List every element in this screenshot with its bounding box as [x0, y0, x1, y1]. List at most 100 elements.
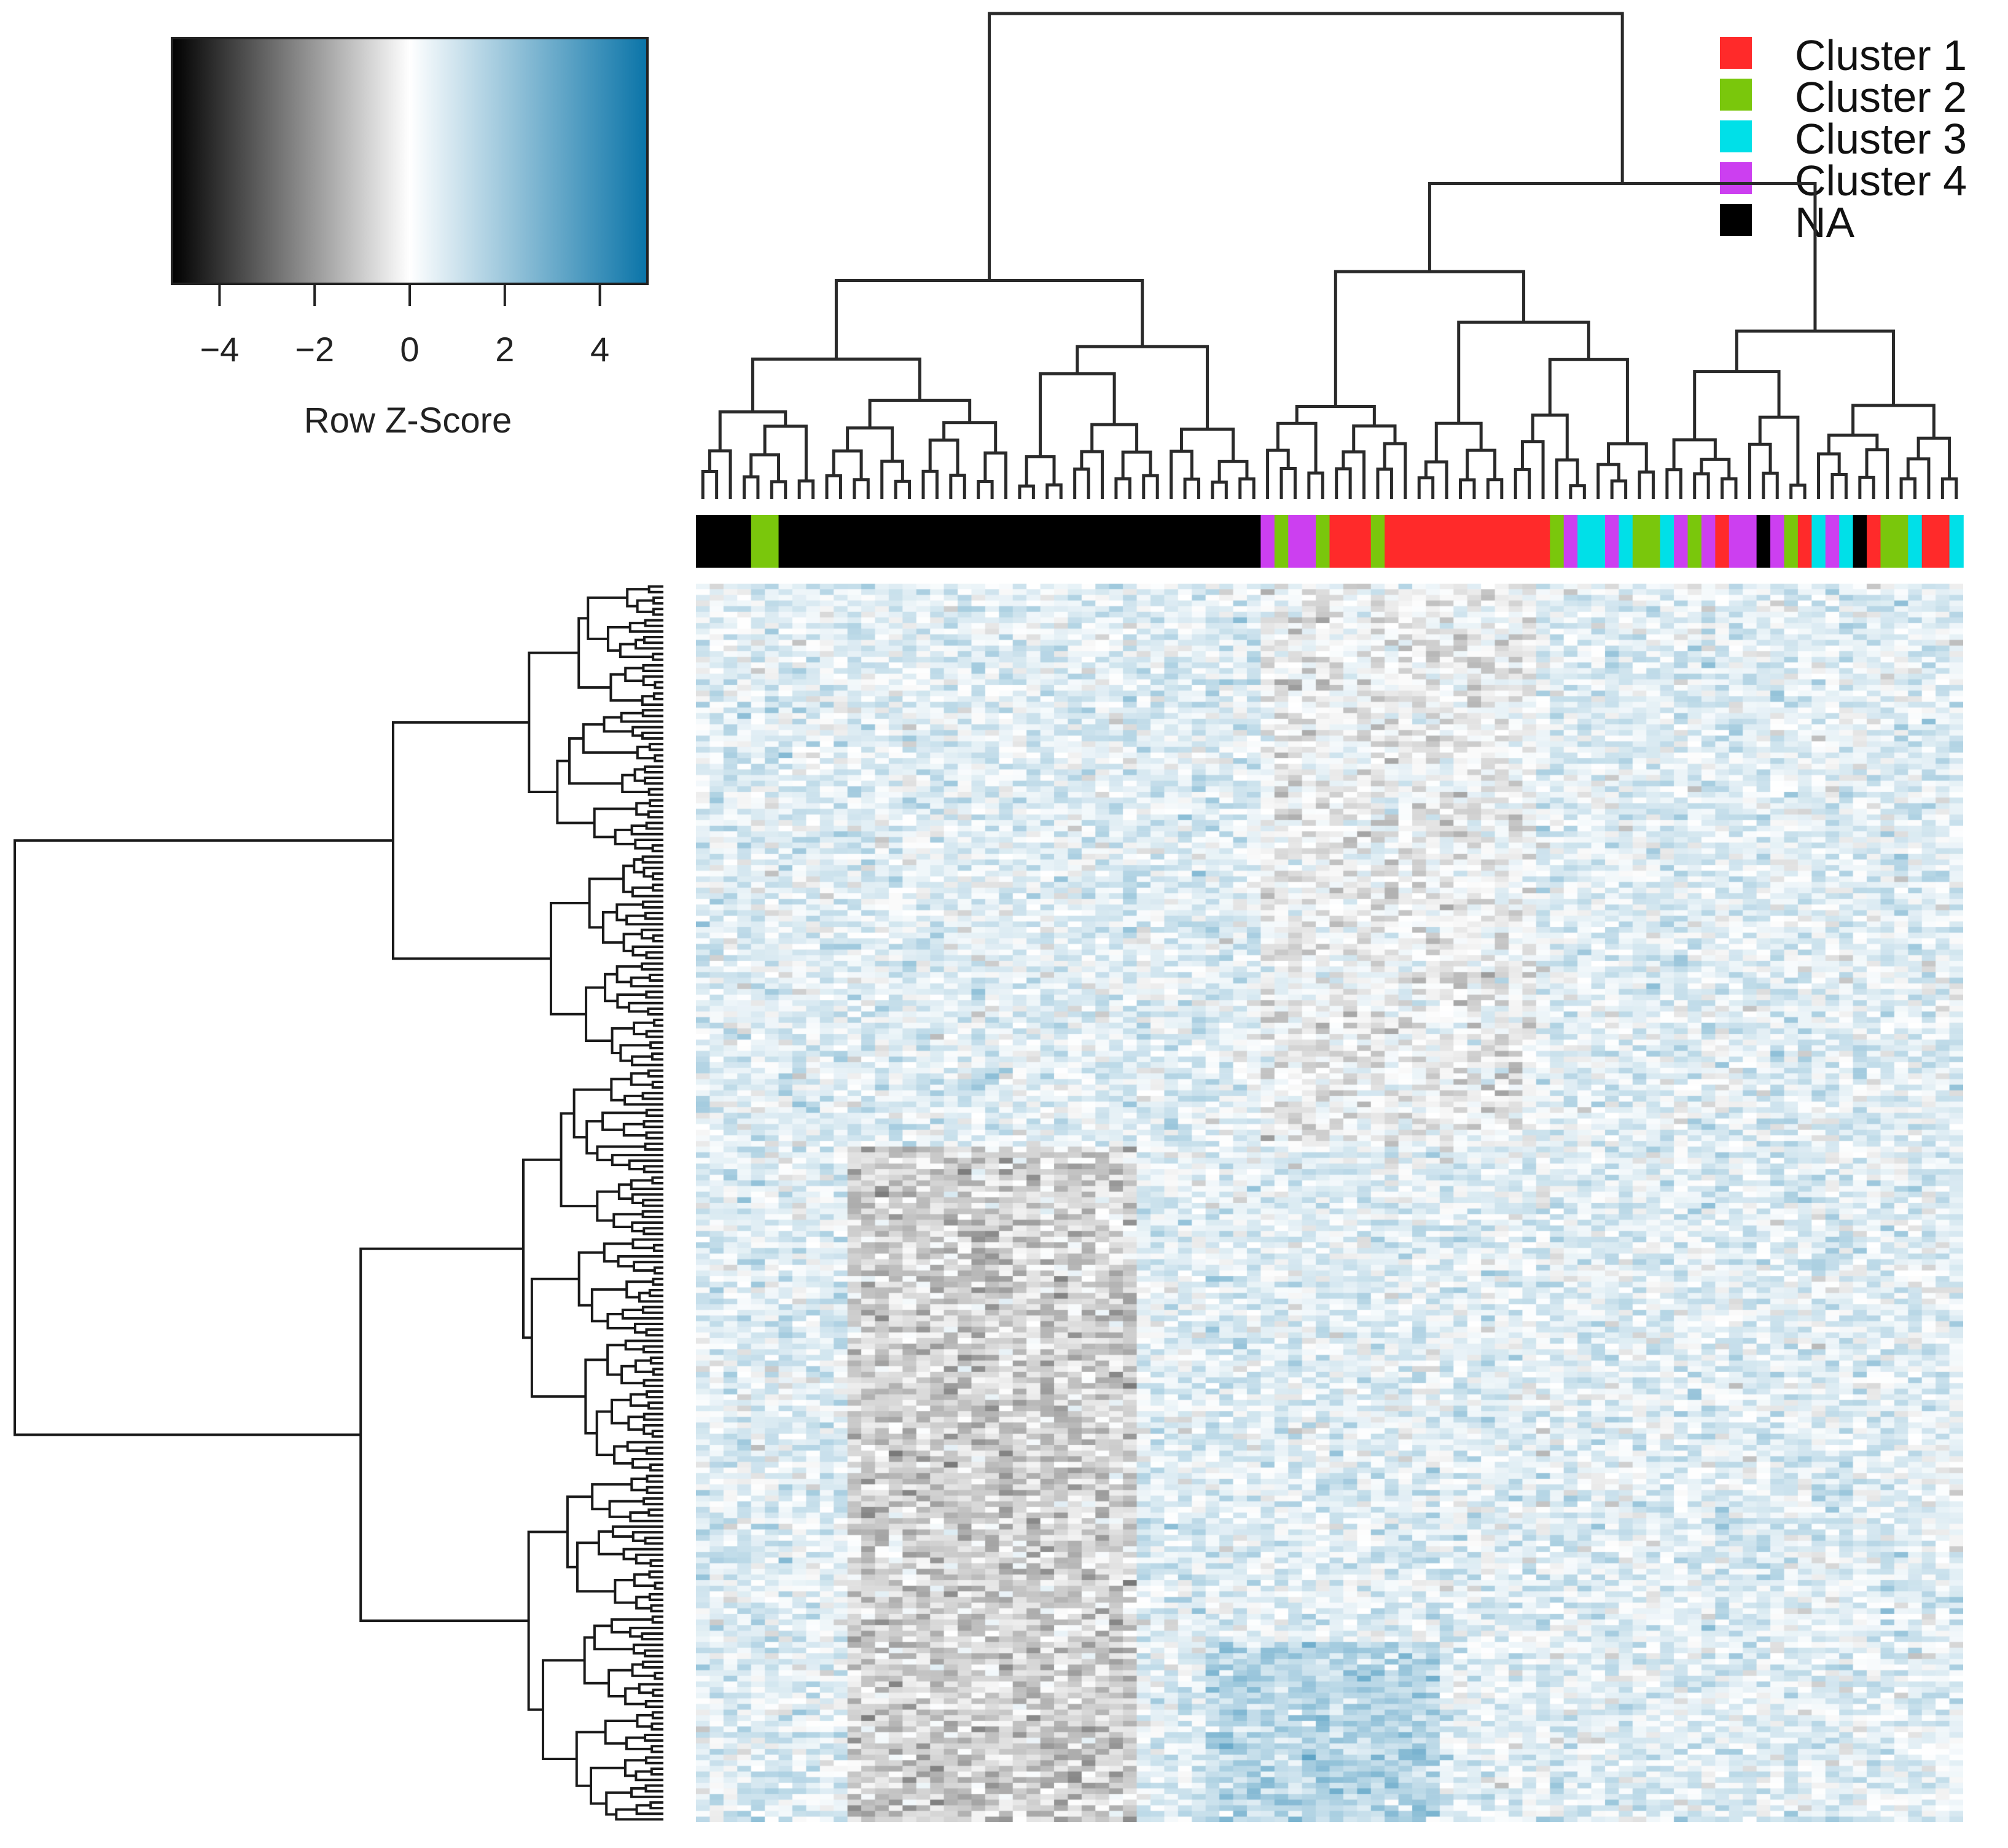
column-annotation-cell	[1398, 515, 1413, 568]
dendrogram-link	[610, 1398, 631, 1425]
dendrogram-link	[949, 474, 966, 499]
dendrogram-link	[652, 872, 663, 881]
dendrogram-link	[582, 723, 638, 754]
dendrogram-link	[1307, 471, 1324, 499]
dendrogram-link	[977, 479, 994, 499]
dendrogram-link	[528, 651, 579, 794]
dendrogram-link	[631, 1531, 663, 1542]
dendrogram-link	[643, 1165, 663, 1173]
column-annotation-cell	[1674, 515, 1689, 568]
column-annotation-cell	[1825, 515, 1840, 568]
column-annotation-cell	[888, 515, 904, 568]
column-annotation-cell	[1660, 515, 1674, 568]
dendrogram-link	[1179, 428, 1235, 462]
dendrogram-link	[633, 1021, 655, 1036]
dendrogram-link	[641, 1660, 663, 1669]
dendrogram-link	[645, 821, 663, 830]
legend-label: Cluster 1	[1795, 31, 1967, 79]
dendrogram-link	[1758, 415, 1800, 485]
dendrogram-link	[628, 622, 663, 633]
column-annotation-cell	[1522, 515, 1537, 568]
dendrogram-link	[392, 721, 551, 960]
dendrogram-link	[605, 1791, 632, 1816]
dendrogram-link	[797, 479, 815, 499]
dendrogram-link	[1693, 370, 1781, 440]
dendrogram-link	[1858, 476, 1875, 499]
dendrogram-link	[585, 986, 612, 1042]
dendrogram-link	[638, 1683, 663, 1694]
dendrogram-link	[645, 1131, 663, 1140]
dendrogram-link	[611, 1525, 663, 1538]
dendrogram-link	[636, 599, 654, 613]
dendrogram-link	[1018, 484, 1035, 499]
column-annotation-cell	[1192, 515, 1206, 568]
dendrogram-link	[631, 726, 663, 737]
dendrogram-link	[894, 479, 912, 499]
dendrogram-link	[556, 759, 595, 824]
dendrogram-link	[1090, 423, 1139, 453]
dendrogram-link	[651, 1615, 663, 1624]
dendrogram-link	[644, 619, 663, 627]
dendrogram-link	[619, 1044, 651, 1062]
dendrogram-link	[751, 358, 921, 412]
column-annotation-cell	[1329, 515, 1344, 568]
dendrogram-link	[629, 1511, 663, 1522]
dendrogram-link	[651, 844, 663, 853]
dendrogram-link	[1376, 468, 1393, 499]
column-annotation-cell	[709, 515, 724, 568]
dendrogram-link	[645, 990, 663, 999]
color-key: −4 −2 0 2 4 Row Z-Score	[171, 37, 649, 440]
dendrogram-link	[644, 765, 663, 773]
column-annotation-cell	[1246, 515, 1262, 568]
dendrogram-link	[576, 1541, 615, 1593]
column-annotation-cell	[1853, 515, 1867, 568]
dendrogram-link	[654, 754, 663, 762]
dendrogram-link	[1865, 448, 1889, 499]
dendrogram-link	[1073, 467, 1090, 499]
dendrogram-link	[1555, 458, 1579, 499]
dendrogram-link	[643, 1120, 663, 1129]
dendrogram-link	[606, 1344, 626, 1376]
dendrogram-link	[644, 1142, 663, 1151]
column-annotation-cell	[1577, 515, 1592, 568]
dendrogram-link	[652, 1243, 663, 1252]
dendrogram-link	[645, 1030, 663, 1038]
dendrogram-link	[651, 1176, 663, 1184]
dendrogram-link	[583, 1636, 609, 1685]
dendrogram-link	[615, 965, 642, 984]
dendrogram-link	[646, 1486, 663, 1494]
color-key-tick-label: 0	[400, 330, 419, 369]
dendrogram-link	[654, 1672, 663, 1680]
column-annotation-cell	[1343, 515, 1358, 568]
dendrogram-link	[644, 777, 663, 785]
dendrogram-link	[645, 1328, 663, 1337]
color-key-tick-label: −2	[295, 330, 334, 369]
column-annotation-cell	[1604, 515, 1620, 568]
dendrogram-link	[652, 934, 663, 942]
dendrogram-link	[604, 1720, 638, 1745]
dendrogram-link	[1789, 484, 1807, 499]
dendrogram-link	[566, 1495, 593, 1568]
dendrogram-link	[609, 673, 643, 702]
dendrogram-link	[942, 421, 998, 453]
column-annotation-cell	[916, 515, 931, 568]
color-key-tick-label: −4	[200, 330, 239, 369]
dendrogram-link	[593, 807, 637, 839]
column-annotation-cell	[1370, 515, 1385, 568]
dendrogram-link	[630, 1787, 663, 1798]
dendrogram-link	[643, 1497, 663, 1506]
dendrogram-link	[648, 743, 663, 751]
dendrogram-link	[649, 973, 663, 982]
dendrogram-link	[593, 1624, 634, 1651]
dendrogram-link	[636, 1713, 653, 1728]
column-annotation-cell	[1040, 515, 1055, 568]
dendrogram-link	[648, 1592, 663, 1602]
dendrogram-link	[613, 1445, 633, 1465]
dendrogram-link	[568, 737, 623, 785]
dendrogram-link	[624, 667, 644, 683]
column-annotation-cell	[1563, 515, 1578, 568]
dendrogram-link	[643, 636, 663, 644]
dendrogram-link	[1039, 372, 1116, 457]
dendrogram-link	[718, 410, 787, 451]
